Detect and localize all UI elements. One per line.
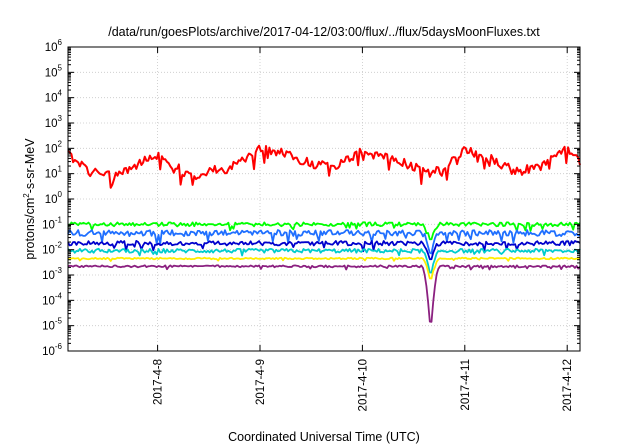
series-line (67, 239, 581, 261)
y-tick-label: 104 (45, 89, 63, 105)
y-tick-label: 103 (45, 114, 63, 130)
y-tick-label: 102 (45, 139, 63, 155)
y-tick-label: 10-1 (42, 215, 62, 231)
y-tick-label: 10-4 (42, 291, 62, 307)
y-tick-label: 101 (45, 165, 63, 181)
series-line (67, 256, 581, 280)
y-axis-label: protons/cm2-s-sr-MeV (22, 138, 37, 260)
series-line (67, 221, 581, 241)
grid (68, 47, 580, 351)
y-tick-label: 10-5 (42, 317, 62, 333)
y-tick-label: 10-2 (42, 241, 62, 257)
series-line (67, 247, 581, 274)
x-tick-label: 2017-4-10 (357, 359, 369, 411)
series-line (67, 144, 581, 189)
x-tick-label: 2017-4-12 (562, 359, 574, 411)
x-axis-label: Coordinated Universal Time (UTC) (228, 430, 420, 444)
y-tick-label: 106 (45, 38, 63, 54)
y-tick-label: 100 (45, 190, 63, 206)
y-tick-label: 10-3 (42, 266, 62, 282)
x-axis: 2017-4-8 2017-4-9 2017-4-10 2017-4-11 2017-4… (153, 47, 574, 411)
series-group (67, 144, 581, 323)
y-tick-label: 10-6 (42, 342, 62, 358)
x-tick-label: 2017-4-9 (255, 359, 267, 405)
series-line (67, 229, 581, 255)
y-axis: 10-6 10-5 10-4 10-3 10-2 10-1 100 101 102 103 104 1… (42, 38, 580, 358)
x-tick-label: 2017-4-8 (153, 359, 165, 405)
chart-title: /data/run/goesPlots/archive/2017-04-12/0… (108, 25, 540, 39)
series-line (67, 264, 581, 323)
x-tick-label: 2017-4-11 (460, 359, 472, 411)
y-tick-label: 105 (45, 63, 63, 79)
